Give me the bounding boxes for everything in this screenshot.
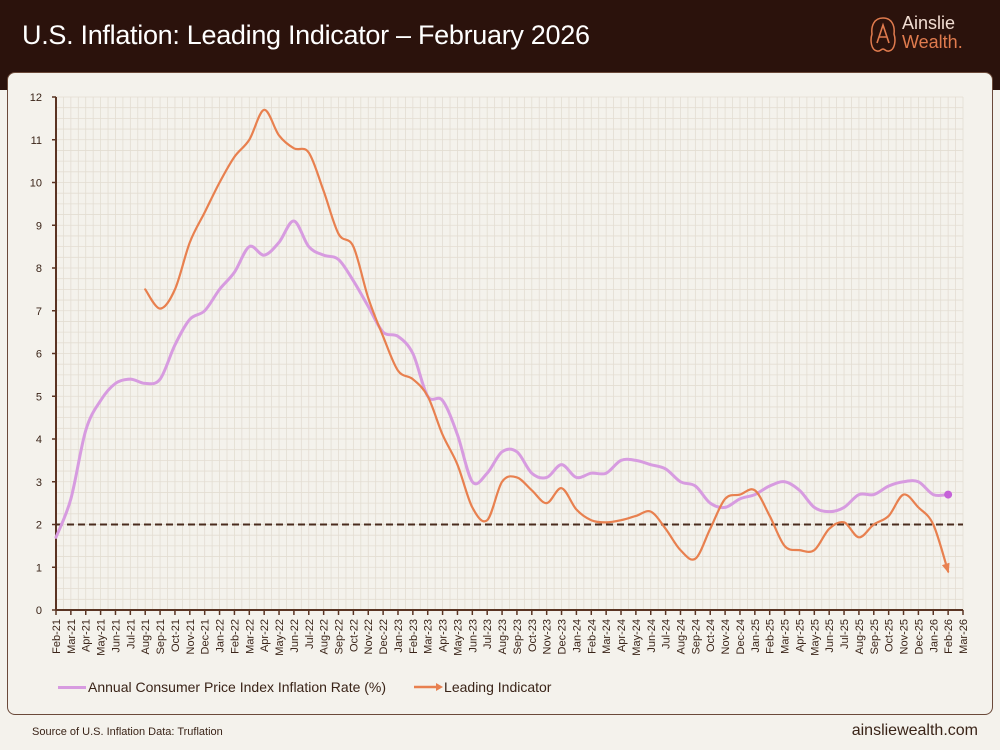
x-tick-label: Jan-22 — [215, 619, 227, 653]
x-tick-label: Jun-25 — [824, 619, 836, 653]
x-tick-label: Oct-23 — [527, 619, 539, 652]
x-tick-label: Jan-23 — [393, 619, 405, 653]
x-tick-label: Aug-25 — [854, 619, 866, 654]
x-tick-label: Jul-23 — [482, 619, 494, 649]
x-tick-label: Apr-21 — [81, 619, 93, 652]
legend-label-cpi: Annual Consumer Price Index Inflation Ra… — [88, 679, 387, 695]
x-tick-label: Apr-22 — [259, 619, 271, 652]
x-tick-label: Jun-23 — [467, 619, 479, 653]
x-tick-label: Mar-23 — [423, 619, 435, 654]
x-tick-label: Oct-21 — [170, 619, 182, 652]
website-link[interactable]: ainsliewealth.com — [851, 722, 978, 739]
leading-arrow-head-icon — [941, 562, 950, 574]
x-tick-label: Aug-24 — [675, 619, 687, 654]
x-tick-label: Jul-24 — [661, 619, 673, 649]
x-tick-label: Nov-24 — [720, 619, 732, 654]
y-tick-label: 11 — [31, 135, 42, 147]
logo: Ainslie Wealth. — [868, 14, 988, 58]
x-tick-label: Dec-22 — [378, 619, 390, 654]
logo-line1: Ainslie — [902, 13, 956, 33]
x-tick-label: Dec-23 — [557, 619, 569, 654]
x-tick-label: Feb-24 — [586, 619, 598, 654]
x-tick-label: Feb-22 — [229, 619, 241, 654]
x-tick-label: Jan-26 — [928, 619, 940, 653]
legend-item-cpi: Annual Consumer Price Index Inflation Ra… — [58, 679, 386, 695]
x-tick-label: Oct-22 — [348, 619, 360, 652]
y-tick-label: 9 — [36, 220, 42, 232]
x-tick-label: Apr-23 — [438, 619, 450, 652]
leading-indicator-series-line — [144, 108, 950, 573]
x-tick-label: Oct-25 — [884, 619, 896, 652]
y-tick-label: 0 — [36, 605, 42, 617]
x-tick-label: Jul-25 — [839, 619, 851, 649]
x-tick-label: Sep-21 — [155, 619, 167, 654]
x-tick-label: Feb-25 — [765, 619, 777, 654]
x-tick-label: May-23 — [452, 619, 464, 656]
source-note: Source of U.S. Inflation Data: Truflatio… — [32, 726, 223, 738]
y-tick-label: 5 — [36, 391, 42, 403]
x-tick-label: Nov-22 — [363, 619, 375, 654]
x-tick-label: Aug-23 — [497, 619, 509, 654]
x-tick-label: Apr-25 — [794, 619, 806, 652]
x-tick-label: Feb-26 — [943, 619, 955, 654]
y-tick-label: 8 — [36, 263, 42, 275]
x-tick-label: Mar-26 — [958, 619, 970, 654]
chart-panel — [7, 72, 993, 715]
x-tick-label: Nov-25 — [899, 619, 911, 654]
x-tick-label: Apr-24 — [616, 619, 628, 652]
legend: Annual Consumer Price Index Inflation Ra… — [58, 679, 579, 695]
x-tick-label: Sep-22 — [334, 619, 346, 654]
x-tick-label: Jan-25 — [750, 619, 762, 653]
x-tick-label: Jun-21 — [110, 619, 122, 653]
y-tick-label: 4 — [36, 434, 42, 446]
cpi-latest-marker — [944, 490, 953, 499]
x-tick-label: Mar-24 — [601, 619, 613, 654]
x-tick-label: Aug-22 — [319, 619, 331, 654]
y-tick-label: 3 — [36, 477, 42, 489]
y-tick-label: 1 — [36, 562, 42, 574]
cpi-series-line — [54, 219, 950, 539]
x-tick-label: Mar-25 — [780, 619, 792, 654]
x-tick-label: May-22 — [274, 619, 286, 656]
x-tick-label: Jul-22 — [304, 619, 316, 649]
x-tick-label: Nov-21 — [185, 619, 197, 654]
x-tick-label: Aug-21 — [140, 619, 152, 654]
x-tick-label: Dec-24 — [735, 619, 747, 654]
y-tick-label: 12 — [30, 92, 42, 104]
ainslie-logo-icon — [870, 17, 896, 52]
arrow-right-icon — [414, 683, 444, 691]
x-tick-label: Feb-23 — [408, 619, 420, 654]
x-tick-label: Jul-21 — [125, 619, 137, 649]
x-tick-label: Sep-23 — [512, 619, 524, 654]
x-tick-label: Jun-24 — [646, 619, 658, 653]
y-tick-label: 6 — [36, 349, 42, 361]
x-tick-label: Jun-22 — [289, 619, 301, 653]
x-tick-label: Sep-25 — [869, 619, 881, 654]
x-tick-label: Dec-25 — [913, 619, 925, 654]
logo-line2: Wealth. — [902, 32, 963, 52]
x-tick-label: May-25 — [809, 619, 821, 656]
x-tick-label: Mar-22 — [244, 619, 256, 654]
x-tick-label: Oct-24 — [705, 619, 717, 652]
y-tick-label: 7 — [36, 306, 42, 318]
page-title: U.S. Inflation: Leading Indicator – Febr… — [22, 20, 590, 50]
x-tick-label: Dec-21 — [200, 619, 212, 654]
y-tick-label: 2 — [36, 520, 42, 532]
x-tick-label: Jan-24 — [571, 619, 583, 653]
x-tick-label: Mar-21 — [66, 619, 78, 654]
x-tick-label: Feb-21 — [51, 619, 63, 654]
x-tick-label: Nov-23 — [542, 619, 554, 654]
x-tick-label: May-24 — [631, 619, 643, 656]
legend-label-leading: Leading Indicator — [444, 679, 552, 695]
cpi-line-swatch — [58, 685, 86, 689]
y-tick-label: 10 — [30, 178, 42, 190]
x-tick-label: Sep-24 — [690, 619, 702, 654]
legend-item-leading: Leading Indicator — [414, 679, 551, 695]
x-tick-label: May-21 — [96, 619, 108, 656]
